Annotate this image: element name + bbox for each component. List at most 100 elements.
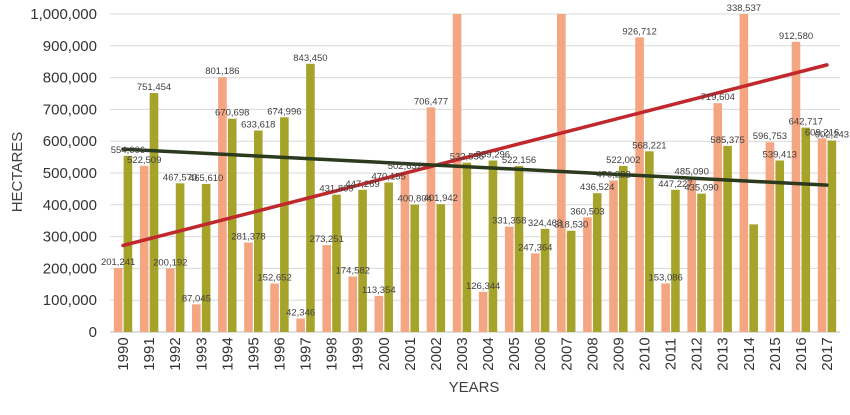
y-tick-label: 200,000 [43, 260, 97, 277]
x-tick-label: 2006 [532, 337, 549, 370]
x-tick-label: 1991 [141, 337, 158, 370]
bar-series-1 [791, 41, 801, 332]
data-label-series-2: 554,006 [111, 145, 145, 156]
data-label-series-2: 843,450 [293, 53, 327, 64]
bar-series-1 [765, 142, 775, 332]
data-label-series-2: 318,530 [554, 220, 588, 231]
bar-series-1 [244, 242, 253, 332]
data-label-series-2: 436,524 [580, 182, 614, 193]
bar-series-2 [358, 189, 367, 332]
x-tick-label: 1992 [167, 337, 184, 370]
x-tick-label: 2008 [584, 337, 601, 370]
x-tick-label: 2009 [610, 337, 627, 370]
data-label-series-1: 153,086 [648, 272, 682, 283]
x-tick-label: 2014 [741, 337, 758, 370]
bar-series-1 [139, 165, 149, 332]
data-label-series-1: 281,378 [231, 232, 265, 243]
bar-series-1 [322, 245, 332, 332]
data-label-series-2: 401,942 [424, 193, 458, 204]
x-axis-title: YEARS [449, 379, 500, 396]
bar-series-2 [175, 183, 185, 332]
data-label-series-1: 174,582 [336, 265, 370, 276]
data-label-series-2: 674,996 [267, 106, 301, 117]
bar-series-1 [270, 283, 279, 332]
bar-series-1 [530, 253, 540, 332]
data-label-series-1: 273,251 [310, 234, 344, 245]
x-tick-label: 1995 [245, 337, 262, 370]
bar-series-2 [671, 189, 680, 332]
y-tick-label: 400,000 [43, 197, 97, 214]
y-tick-label: 300,000 [43, 229, 97, 246]
data-label-series-1: 912,580 [779, 31, 813, 42]
bar-series-2 [201, 183, 211, 332]
bar-series-1 [400, 172, 410, 332]
data-label-series-2: 467,570 [163, 172, 197, 183]
data-label-series-1: 719,604 [701, 92, 735, 103]
data-label-series-1: 200,192 [153, 257, 187, 268]
bar-series-2 [618, 166, 628, 332]
bar-series-2 [227, 118, 237, 332]
y-tick-label: 800,000 [43, 70, 97, 87]
bar-series-2 [723, 145, 732, 332]
bar-series-2 [149, 93, 159, 332]
bar-series-2 [514, 165, 524, 332]
data-label-series-2: 431,809 [319, 184, 353, 195]
data-label-series-2: 447,269 [345, 179, 379, 190]
bar-series-2 [410, 204, 420, 332]
data-label-series-2: 324,463 [528, 218, 562, 229]
bar-series-1 [218, 77, 227, 332]
x-tick-label: 1996 [271, 337, 288, 370]
data-label-series-1: 42,346 [286, 308, 315, 319]
data-label-series-1: 596,753 [753, 131, 787, 142]
bar-series-1 [452, 14, 462, 332]
data-label-series-2: 470,155 [371, 171, 405, 182]
bar-series-2 [592, 193, 602, 332]
x-tick-label: 2002 [428, 337, 445, 370]
data-label-series-2: 642,717 [789, 117, 823, 128]
y-tick-label: 1,000,000 [30, 6, 97, 23]
data-label-series-1: 247,364 [518, 242, 552, 253]
bar-series-2 [801, 127, 811, 332]
data-label-series-2: 751,454 [137, 82, 171, 93]
y-tick-label: 700,000 [43, 101, 97, 118]
bar-series-1 [296, 318, 305, 332]
data-label-series-1: 338,537 [727, 3, 761, 14]
bar-series-2 [697, 193, 706, 332]
bar-series-1 [478, 291, 488, 332]
data-label-series-1: 331,358 [492, 216, 526, 227]
data-label-series-1: 87,045 [182, 293, 211, 304]
x-tick-label: 1998 [324, 337, 341, 370]
bar-series-1 [165, 268, 175, 332]
data-label-series-1: 201,241 [101, 257, 135, 268]
x-tick-label: 1994 [219, 337, 236, 370]
bars [113, 14, 837, 333]
bar-series-2 [332, 194, 341, 332]
bar-series-2 [566, 230, 576, 332]
data-label-series-2: 568,221 [632, 140, 666, 151]
x-tick-label: 1999 [350, 337, 367, 370]
bar-series-1 [687, 177, 697, 332]
bar-series-1 [113, 268, 123, 332]
x-tick-label: 2011 [663, 338, 680, 370]
x-tick-label: 2005 [506, 337, 523, 370]
data-label-series-1: 152,652 [257, 272, 291, 283]
bar-series-1 [609, 180, 618, 332]
bar-series-2 [436, 204, 446, 332]
trendline-series-2 [121, 147, 829, 187]
bar-series-1 [661, 283, 670, 332]
data-label-series-2: 465,610 [189, 173, 223, 184]
data-label-series-2: 522,002 [606, 155, 640, 166]
x-axis-ticks: 1990 1991 1992 1993 1994 1995 1996 1997 1998 1999… [115, 337, 836, 370]
x-tick-label: 1990 [115, 337, 132, 370]
bar-series-2 [462, 162, 472, 332]
x-tick-label: 2000 [376, 337, 393, 370]
data-label-series-1: 502,632 [388, 161, 422, 172]
y-axis-title: HECTARES [9, 132, 26, 213]
y-tick-label: 100,000 [43, 292, 97, 309]
data-label-series-2: 447,227 [658, 179, 692, 190]
bar-series-1 [713, 103, 723, 333]
x-tick-label: 1993 [193, 337, 210, 370]
data-label-series-1: 113,354 [362, 285, 396, 296]
x-tick-label: 2003 [454, 337, 471, 370]
